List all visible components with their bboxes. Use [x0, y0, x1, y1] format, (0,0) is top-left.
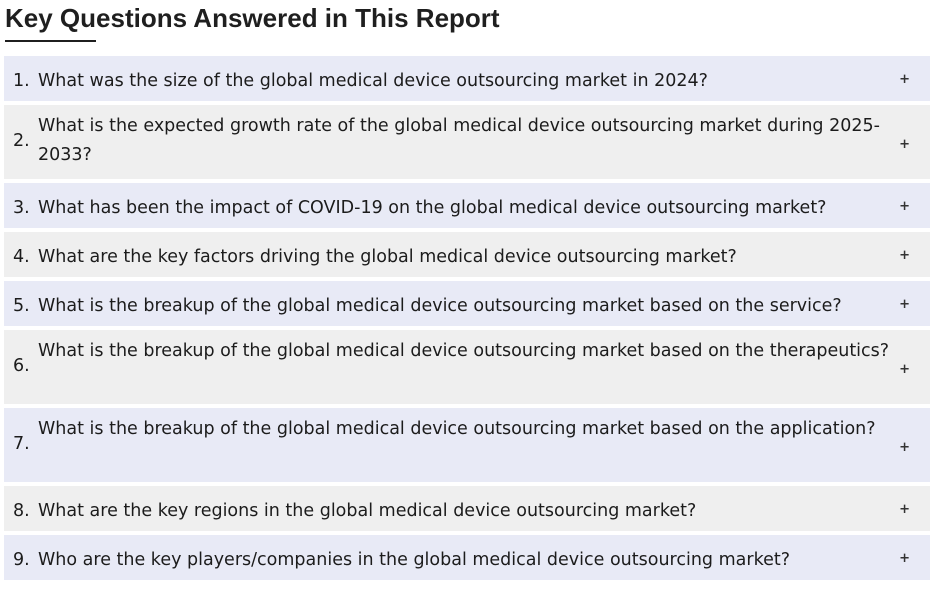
faq-item-8[interactable]: 8. What are the key regions in the globa…: [4, 486, 930, 531]
plus-icon[interactable]: +: [899, 501, 910, 517]
faq-number: 9.: [13, 550, 30, 570]
faq-number: 8.: [13, 501, 30, 521]
faq-number: 6.: [13, 356, 30, 376]
faq-number: 2.: [13, 131, 30, 151]
faq-question: Who are the key players/companies in the…: [38, 550, 790, 570]
faq-question: What is the breakup of the global medica…: [38, 296, 842, 316]
faq-item-9[interactable]: 9. Who are the key players/companies in …: [4, 535, 930, 580]
faq-item-6[interactable]: 6. What is the breakup of the global med…: [4, 330, 930, 404]
plus-icon[interactable]: +: [899, 247, 910, 263]
title-underline: [5, 40, 96, 42]
faq-number: 5.: [13, 296, 30, 316]
faq-number: 4.: [13, 247, 30, 267]
faq-number: 7.: [13, 434, 30, 454]
faq-question: What is the expected growth rate of the …: [38, 116, 880, 165]
plus-icon[interactable]: +: [899, 137, 910, 153]
faq-question: What was the size of the global medical …: [38, 71, 708, 91]
faq-number: 1.: [13, 71, 30, 91]
faq-item-2[interactable]: 2. What is the expected growth rate of t…: [4, 105, 930, 179]
faq-item-7[interactable]: 7. What is the breakup of the global med…: [4, 408, 930, 482]
faq-item-1[interactable]: 1. What was the size of the global medic…: [4, 56, 930, 101]
section-title: Key Questions Answered in This Report: [5, 3, 500, 33]
plus-icon[interactable]: +: [899, 440, 910, 456]
faq-question: What are the key factors driving the glo…: [38, 247, 737, 267]
faq-number: 3.: [13, 198, 30, 218]
plus-icon[interactable]: +: [899, 198, 910, 214]
faq-question: What has been the impact of COVID-19 on …: [38, 198, 827, 218]
faq-question: What are the key regions in the global m…: [38, 501, 697, 521]
plus-icon[interactable]: +: [899, 550, 910, 566]
faq-question: What is the breakup of the global medica…: [38, 341, 890, 361]
plus-icon[interactable]: +: [899, 362, 910, 378]
faq-item-5[interactable]: 5. What is the breakup of the global med…: [4, 281, 930, 326]
faq-question: What is the breakup of the global medica…: [38, 419, 876, 439]
faq-item-4[interactable]: 4. What are the key factors driving the …: [4, 232, 930, 277]
faq-list: 1. What was the size of the global medic…: [4, 56, 930, 584]
plus-icon[interactable]: +: [899, 71, 910, 87]
plus-icon[interactable]: +: [899, 296, 910, 312]
faq-item-3[interactable]: 3. What has been the impact of COVID-19 …: [4, 183, 930, 228]
